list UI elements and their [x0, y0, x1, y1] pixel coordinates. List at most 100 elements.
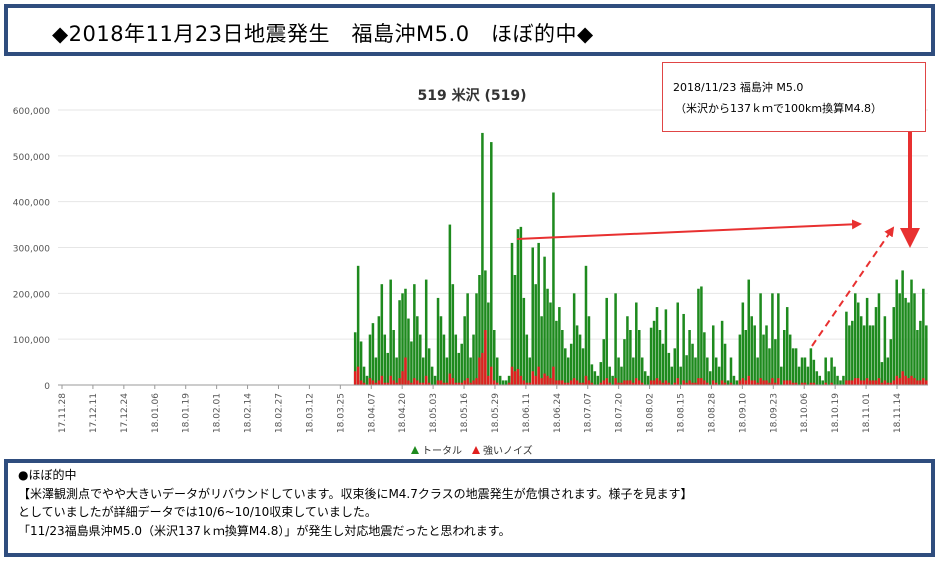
bar-noise: [824, 382, 827, 385]
bar-total: [546, 288, 549, 385]
bar-noise: [626, 380, 629, 385]
bar-noise: [845, 380, 848, 385]
bar-noise: [720, 380, 724, 385]
bar-noise: [673, 382, 677, 385]
bar-total: [353, 332, 357, 385]
bar-total: [457, 352, 461, 385]
bar-total: [827, 371, 830, 385]
bar-noise: [830, 382, 833, 385]
bar-noise: [374, 382, 378, 385]
bar-noise: [454, 382, 458, 385]
bar-total: [848, 325, 851, 385]
bar-noise: [439, 380, 443, 385]
bar-total: [466, 293, 469, 385]
bar-total: [833, 366, 836, 385]
x-tick-label: 17.12.11: [89, 393, 99, 433]
bar-total: [590, 364, 594, 386]
bar-total: [907, 302, 910, 385]
x-tick-label: 17.12.24: [120, 393, 130, 433]
bar-noise: [632, 382, 635, 385]
bar-noise: [883, 380, 887, 385]
bar-total: [587, 316, 591, 385]
bar-noise: [848, 380, 851, 385]
bar-noise: [584, 375, 588, 385]
bar-noise: [753, 380, 756, 385]
bar-noise: [436, 380, 440, 385]
bar-total: [365, 375, 369, 385]
bar-noise: [809, 382, 813, 385]
bar-total: [791, 348, 795, 385]
bar-noise: [697, 378, 700, 386]
bar-noise: [410, 382, 413, 385]
bar-noise: [605, 378, 608, 386]
bar-noise: [676, 378, 679, 386]
bar-total: [472, 334, 475, 385]
bar-total: [368, 334, 372, 385]
bar-noise: [487, 375, 490, 385]
y-axis-ticks: 0 100,000 200,000 300,000 400,000 500,000 600,…: [13, 107, 50, 392]
bar-noise: [353, 371, 357, 385]
bar-total: [658, 330, 662, 385]
bar-noise: [407, 380, 410, 385]
bar-total: [401, 293, 404, 385]
bar-total: [407, 318, 410, 385]
bar-total: [413, 284, 416, 385]
annotation-line-1: 2018/11/23 福島沖 M5.0: [673, 81, 804, 94]
bar-noise: [694, 382, 697, 385]
bar-noise: [546, 375, 549, 385]
bar-total: [750, 316, 753, 385]
bar-total: [421, 357, 425, 385]
bar-total: [652, 320, 656, 385]
bar-total: [842, 375, 845, 385]
bar-total: [513, 275, 517, 385]
bar-total: [602, 339, 606, 385]
x-tick-label: 18.08.15: [677, 393, 687, 433]
bar-total: [419, 334, 422, 385]
bar-total: [797, 366, 801, 385]
bar-noise: [463, 380, 466, 385]
x-tick-label: 18.04.20: [398, 393, 408, 433]
bar-noise: [392, 380, 395, 385]
y-tick-label: 0: [44, 382, 50, 392]
legend-label: トータル: [422, 445, 462, 457]
bar-noise: [691, 382, 694, 385]
bar-total: [703, 332, 706, 385]
bar-noise: [419, 382, 422, 385]
bar-total: [608, 366, 611, 385]
seismic-chart: 519 米沢 (519) 0 100,000 200,000 300,000 400,0…: [13, 87, 928, 457]
bar-noise: [472, 380, 475, 385]
bar-total: [516, 229, 520, 385]
bar-noise: [478, 357, 481, 385]
bar-total: [706, 357, 709, 385]
bar-noise: [913, 378, 916, 386]
bar-noise: [640, 382, 644, 385]
bar-noise: [495, 382, 499, 385]
bar-total: [424, 279, 428, 385]
bar-noise: [895, 375, 898, 385]
x-tick-label: 18.04.07: [367, 393, 377, 433]
bar-total: [362, 366, 366, 385]
bar-total: [442, 334, 446, 385]
bar-total: [904, 297, 907, 385]
bar-total: [392, 330, 395, 385]
bar-noise: [711, 380, 715, 385]
bar-total: [614, 293, 617, 385]
bar-noise: [803, 382, 807, 385]
bar-total: [744, 330, 748, 385]
bar-noise: [445, 382, 449, 385]
bar-noise: [661, 382, 665, 385]
bar-noise: [783, 380, 786, 385]
bar-total: [771, 293, 774, 385]
bar-noise: [652, 380, 656, 385]
bar-total: [925, 325, 928, 385]
bar-noise: [427, 382, 431, 385]
bar-total: [774, 339, 777, 385]
bar-total: [469, 357, 472, 385]
bar-total: [490, 142, 493, 385]
series-total: [353, 132, 928, 386]
bar-noise: [785, 380, 789, 385]
bar-total: [768, 348, 771, 385]
y-tick-label: 100,000: [13, 336, 50, 346]
bar-noise: [868, 380, 872, 385]
x-tick-label: 17.11.28: [58, 393, 68, 433]
